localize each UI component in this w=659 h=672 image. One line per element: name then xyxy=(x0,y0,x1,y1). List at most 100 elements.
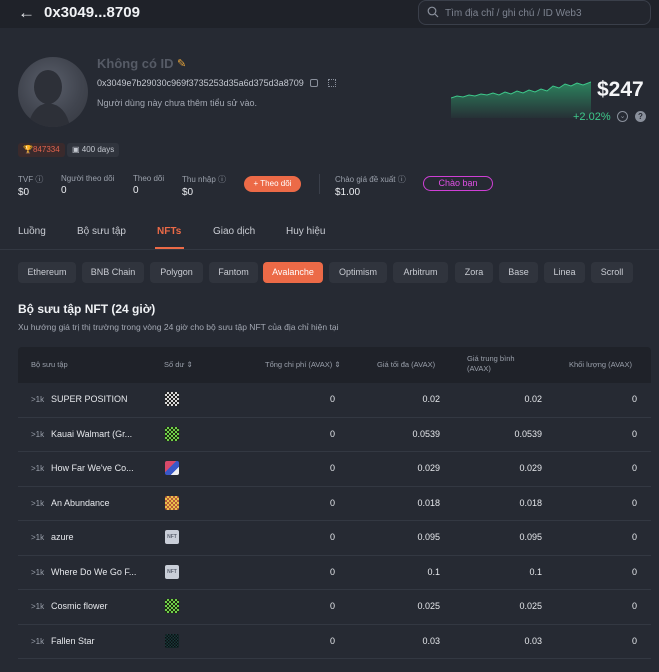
chain-ethereum[interactable]: Ethereum xyxy=(18,262,76,283)
avg-price: 0.02 xyxy=(524,394,542,404)
avg-price: 0.1 xyxy=(529,566,542,577)
column-header-volume: Khối lượng (AVAX) xyxy=(569,360,633,369)
nft-thumbnail[interactable]: NFT xyxy=(165,564,179,579)
table-row[interactable]: >1k azure NFT 0 0.095 0.095 0 xyxy=(18,521,651,556)
collection-name[interactable]: An Abundance xyxy=(51,497,110,508)
edit-icon[interactable]: ✎ xyxy=(177,58,187,70)
table-body: >1k SUPER POSITION 0 0.02 0.02 0 >1k Kau… xyxy=(18,383,651,659)
avg-price: 0.03 xyxy=(524,635,542,646)
table-row[interactable]: >1k Kauai Walmart (Gr... 0 0.0539 0.0539… xyxy=(18,418,651,452)
max-price: 0.095 xyxy=(417,532,440,542)
nft-thumbnail[interactable] xyxy=(165,495,179,510)
stat-value: $0 xyxy=(18,187,30,198)
stat-label: Chào giá đề xuất xyxy=(335,175,396,184)
nft-thumbnail[interactable] xyxy=(165,633,179,648)
tab-badges[interactable]: Huy hiệu xyxy=(286,226,326,237)
info-icon[interactable]: ⓘ xyxy=(35,175,44,184)
chain-avalanche[interactable]: Avalanche xyxy=(263,262,323,283)
total-cost: 0 xyxy=(329,463,335,473)
volume: 0 xyxy=(631,463,637,473)
hello-button[interactable]: Chào bạn xyxy=(423,176,493,191)
chain-optimism[interactable]: Optimism xyxy=(329,262,387,283)
nft-thumbnail[interactable]: NFT xyxy=(165,530,179,544)
tab-feed[interactable]: Luồng xyxy=(18,226,46,237)
column-header-max-price: Giá tối đa (AVAX) xyxy=(377,360,436,369)
column-header-balance[interactable]: Số dư ⇕ xyxy=(164,360,193,370)
search-input[interactable] xyxy=(445,5,645,21)
info-icon[interactable]: ⓘ xyxy=(218,175,227,184)
active-tab-indicator xyxy=(155,247,184,249)
search-icon xyxy=(427,6,439,18)
qr-code-icon[interactable] xyxy=(328,79,336,87)
collection-name[interactable]: azure xyxy=(51,532,74,542)
days-badge: ▣ 400 days xyxy=(67,143,120,157)
search-box[interactable] xyxy=(418,0,651,25)
chain-scroll[interactable]: Scroll xyxy=(591,262,633,283)
page-title: 0x3049...8709 xyxy=(44,4,140,21)
chain-zora[interactable]: Zora xyxy=(455,262,493,283)
table-header: Bộ sưu tập Số dư ⇕ Tổng chi phí (AVAX) ⇕… xyxy=(18,347,651,383)
profile-bio: Người dùng này chưa thêm tiểu sử vào. xyxy=(97,98,258,108)
wallet-address: 0x3049e7b29030c969f3735253d35a6d375d3a87… xyxy=(97,78,304,88)
chain-bnb[interactable]: BNB Chain xyxy=(82,262,144,283)
stat-label: Người theo dõi xyxy=(61,174,115,183)
total-cost: 0 xyxy=(329,394,335,404)
chevron-down-icon[interactable]: ⌄ xyxy=(617,111,628,122)
stat-value: 0 xyxy=(61,185,67,196)
collection-name[interactable]: SUPER POSITION xyxy=(51,394,128,404)
table-row[interactable]: >1k SUPER POSITION 0 0.02 0.02 0 xyxy=(18,383,651,418)
nft-thumbnail[interactable] xyxy=(165,426,179,441)
chain-arbitrum[interactable]: Arbitrum xyxy=(393,262,448,283)
collection-name[interactable]: Where Do We Go F... xyxy=(51,566,137,577)
tab-collections[interactable]: Bộ sưu tập xyxy=(77,226,126,237)
row-rank: >1k xyxy=(31,498,45,508)
table-row[interactable]: >1k Cosmic flower 0 0.025 0.025 0 xyxy=(18,590,651,625)
rank-badge: 🏆847334 xyxy=(18,143,65,157)
stat-followers[interactable]: Người theo dõi 0 xyxy=(61,174,114,196)
column-header-total-cost[interactable]: Tổng chi phí (AVAX) ⇕ xyxy=(265,360,341,370)
row-rank: >1k xyxy=(31,464,45,473)
collection-name[interactable]: Kauai Walmart (Gr... xyxy=(51,428,133,439)
table-row[interactable]: >1k An Abundance 0 0.018 0.018 0 xyxy=(18,487,651,521)
back-arrow-icon[interactable]: ← xyxy=(18,3,35,22)
table-row[interactable]: >1k Where Do We Go F... NFT 0 0.1 0.1 0 xyxy=(18,556,651,590)
thumb-label: NFT xyxy=(167,568,177,575)
tab-nfts[interactable]: NFTs xyxy=(157,226,182,237)
nft-thumbnail[interactable] xyxy=(165,392,179,406)
sort-icon[interactable]: ⇕ xyxy=(334,360,341,369)
max-price: 0.025 xyxy=(417,601,440,611)
stat-income: Thu nhập ⓘ $0 xyxy=(182,174,226,198)
balance-sparkline xyxy=(451,81,591,118)
chain-polygon[interactable]: Polygon xyxy=(150,262,203,283)
follow-label: Theo dõi xyxy=(260,179,292,188)
chain-fantom[interactable]: Fantom xyxy=(209,262,258,283)
chain-linea[interactable]: Linea xyxy=(544,262,585,283)
stat-following[interactable]: Theo dõi 0 xyxy=(133,174,164,196)
table-row[interactable]: >1k Fallen Star 0 0.03 0.03 0 xyxy=(18,625,651,659)
avg-price: 0.018 xyxy=(519,497,542,508)
tab-transactions[interactable]: Giao dịch xyxy=(213,226,256,237)
collection-name[interactable]: Fallen Star xyxy=(51,635,95,646)
max-price: 0.0539 xyxy=(412,428,440,439)
copy-icon[interactable] xyxy=(310,79,318,87)
column-header-collection: Bộ sưu tập xyxy=(31,360,68,369)
nft-thumbnail[interactable] xyxy=(165,599,179,613)
collection-name[interactable]: How Far We've Co... xyxy=(51,463,134,473)
volume: 0 xyxy=(631,497,637,508)
follow-button[interactable]: + Theo dõi xyxy=(244,176,301,192)
volume: 0 xyxy=(631,394,637,404)
max-price: 0.1 xyxy=(427,566,440,577)
collection-name[interactable]: Cosmic flower xyxy=(51,601,108,611)
info-icon[interactable]: ⓘ xyxy=(397,175,406,184)
sort-icon[interactable]: ⇕ xyxy=(186,360,193,369)
avatar-silhouette-icon xyxy=(28,70,70,127)
nft-thumbnail[interactable] xyxy=(165,461,179,475)
info-icon[interactable]: ? xyxy=(635,111,646,122)
avg-price: 0.029 xyxy=(519,463,542,473)
table-row[interactable]: >1k How Far We've Co... 0 0.029 0.029 0 xyxy=(18,452,651,487)
total-cost: 0 xyxy=(329,497,335,508)
chain-base[interactable]: Base xyxy=(499,262,538,283)
avg-price: 0.025 xyxy=(519,601,542,611)
days-value: 400 days xyxy=(81,145,115,154)
stat-value: $1.00 xyxy=(335,187,361,198)
